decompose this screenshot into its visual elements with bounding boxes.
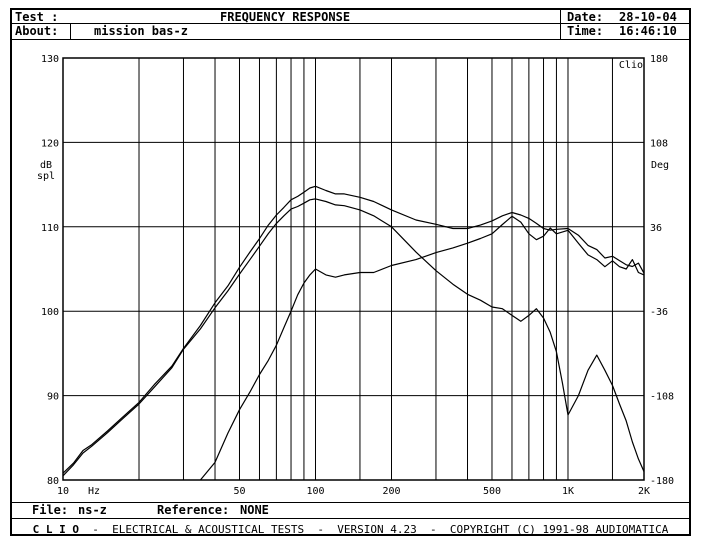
y-axis-label-db: dB <box>40 160 52 171</box>
test-label: Test : <box>15 10 59 24</box>
y2-tick-label: 108 <box>650 138 668 149</box>
y2-tick-label: -180 <box>650 476 674 487</box>
reference-value: NONE <box>240 503 269 517</box>
y-tick-label: 90 <box>47 392 59 403</box>
x-tick-label: 2K <box>638 486 650 497</box>
tick-layer: 80 90 100 110 120 130 -180 -108 -36 36 108 180 10 50 1… <box>41 54 674 497</box>
about-label: About: <box>15 24 59 38</box>
x-tick-label: 10 <box>57 486 69 497</box>
date-time-divider <box>560 8 561 39</box>
y2-tick-label: -108 <box>650 392 674 403</box>
clio-window-frame <box>10 8 691 536</box>
chart-title: FREQUENCY RESPONSE <box>220 10 351 24</box>
clio-brand: C L I O <box>32 523 79 536</box>
file-value: ns-z <box>78 503 107 517</box>
x-tick-label: 500 <box>483 486 501 497</box>
y2-tick-label: 36 <box>650 223 662 234</box>
series-layer <box>62 185 645 481</box>
header-panel: Test : FREQUENCY RESPONSE Date: 28-10-04… <box>10 8 691 42</box>
grid-layer <box>63 57 645 481</box>
reference-label: Reference: <box>157 503 230 517</box>
y-tick-label: 120 <box>41 138 59 149</box>
about-value: mission bas-z <box>94 24 188 38</box>
clio-status-bar: C L I O - ELECTRICAL & ACOUSTICAL TESTS … <box>10 524 691 536</box>
clio-corner-label: Clio <box>619 60 643 71</box>
date-label: Date: <box>567 10 604 24</box>
y-axis-label-spl: spl <box>37 171 55 182</box>
date-value: 28-10-04 <box>619 10 677 24</box>
y-tick-label: 130 <box>41 54 59 65</box>
y-tick-label: 110 <box>41 223 59 234</box>
series-line-3 <box>199 215 645 481</box>
y2-tick-label: -36 <box>650 307 668 318</box>
footer-bottom-divider <box>10 518 691 519</box>
x-axis-label-hz: Hz <box>88 486 100 497</box>
time-label: Time: <box>567 24 604 38</box>
x-tick-label: 100 <box>306 486 324 497</box>
y2-tick-label: 180 <box>650 54 668 65</box>
plot-border <box>62 57 645 481</box>
time-value: 16:46:10 <box>619 24 677 38</box>
file-label: File: <box>32 503 69 517</box>
clio-tagline: - ELECTRICAL & ACOUSTICAL TESTS - VERSIO… <box>92 523 669 536</box>
series-line-2 <box>62 198 645 477</box>
y2-axis-label-deg: Deg <box>651 160 669 171</box>
about-divider <box>70 24 71 39</box>
footer-top-divider <box>10 502 691 503</box>
header-bottom-divider <box>10 39 691 40</box>
y-tick-label: 100 <box>41 307 59 318</box>
header-row-divider <box>10 23 691 24</box>
x-tick-label: 200 <box>382 486 400 497</box>
x-tick-label: 50 <box>233 486 245 497</box>
y-tick-label: 80 <box>47 476 59 487</box>
x-tick-label: 1K <box>562 486 574 497</box>
